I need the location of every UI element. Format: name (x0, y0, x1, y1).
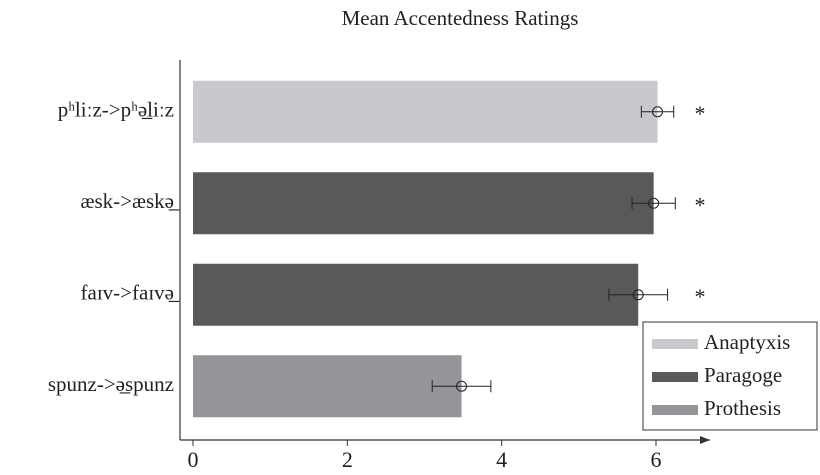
y-tick-label: æsk->æskə̲ (80, 189, 180, 213)
error-bar (640, 105, 675, 118)
legend: Anaptyxis Paragoge Prothesis (642, 321, 818, 431)
legend-label: Paragoge (704, 363, 782, 387)
bar (193, 355, 462, 418)
y-tick-label: spunz->ə̲spunz (48, 372, 174, 396)
y-tick-label: faɪv->faɪvə̲ (81, 281, 180, 305)
bar (193, 172, 654, 235)
significance-mark: * (695, 101, 706, 126)
bar (193, 80, 658, 143)
error-bar (631, 197, 676, 210)
mean-marker (632, 289, 644, 301)
significance-mark: * (695, 284, 706, 309)
mean-marker (456, 380, 468, 392)
x-tick-label: 4 (496, 447, 507, 472)
x-tick-label: 6 (650, 447, 661, 472)
legend-label: Anaptyxis (704, 330, 790, 354)
legend-swatch (652, 405, 698, 415)
error-bar (431, 380, 492, 393)
mean-marker (652, 106, 664, 118)
legend-swatch (652, 372, 698, 382)
legend-label: Prothesis (704, 396, 781, 420)
x-tick-label: 2 (342, 447, 353, 472)
mean-marker (648, 197, 660, 209)
error-bar (608, 288, 669, 301)
legend-swatch (652, 339, 698, 349)
x-tick-label: 0 (188, 447, 199, 472)
significance-mark: * (695, 192, 706, 217)
chart-title: Mean Accentedness Ratings (342, 6, 579, 30)
axis-arrow (700, 436, 710, 444)
y-tick-label: pʰliːz->pʰə̲liːz (58, 98, 174, 122)
bar (193, 263, 639, 326)
